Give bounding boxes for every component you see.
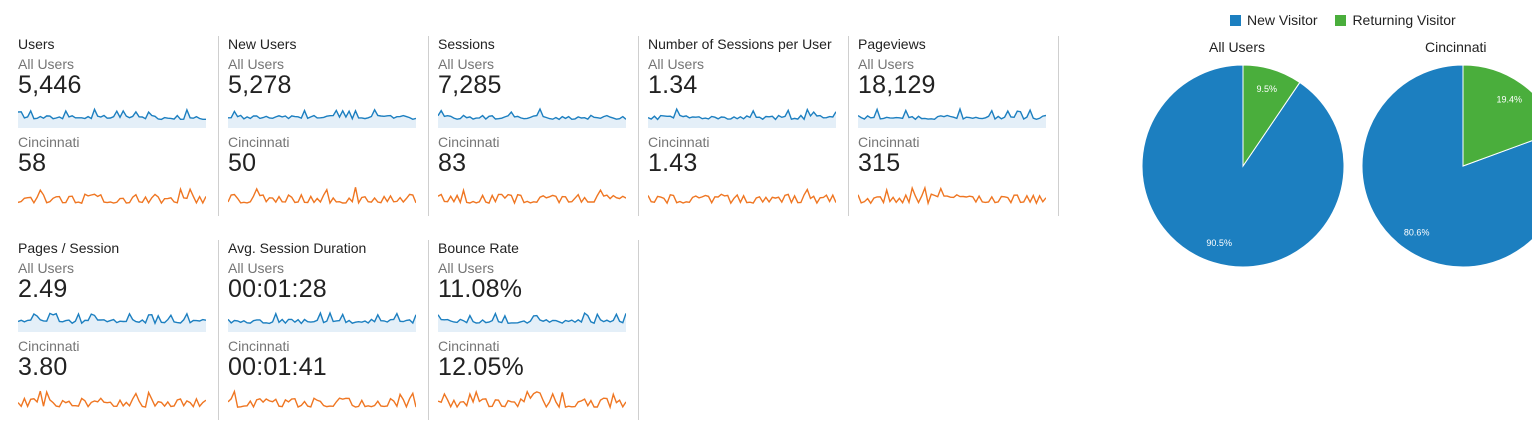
segment-label-all-users: All Users (228, 260, 285, 276)
metric-value-cincinnati: 83 (438, 149, 467, 177)
metric-value-cincinnati: 50 (228, 149, 257, 177)
metric-value-all-users: 00:01:28 (228, 275, 327, 303)
segment-label-all-users: All Users (18, 260, 75, 276)
segment-label-cincinnati: Cincinnati (858, 134, 920, 150)
metric-card-new-users[interactable]: New Users All Users 5,278 Cincinnati 50 (228, 36, 429, 216)
sparkline-all-users (438, 311, 626, 332)
metric-value-all-users: 2.49 (18, 275, 68, 303)
segment-label-all-users: All Users (438, 56, 495, 72)
pie-slice-label: 90.5% (1206, 238, 1232, 248)
sparkline-cincinnati (228, 187, 416, 205)
segment-label-all-users: All Users (858, 56, 915, 72)
metric-value-all-users: 11.08% (438, 275, 523, 303)
metric-value-cincinnati: 3.80 (18, 353, 68, 381)
metric-value-all-users: 5,278 (228, 71, 292, 99)
segment-label-all-users: All Users (228, 56, 285, 72)
metric-title: Sessions (438, 36, 495, 52)
metric-title: Bounce Rate (438, 240, 519, 256)
metric-value-cincinnati: 12.05% (438, 353, 524, 381)
pie-slice-label: 80.6% (1404, 227, 1430, 237)
sparkline-all-users (858, 106, 1046, 128)
segment-label-all-users: All Users (18, 56, 75, 72)
metric-card-pageviews[interactable]: Pageviews All Users 18,129 Cincinnati 31… (858, 36, 1059, 216)
metric-card-pages-per-session[interactable]: Pages / Session All Users 2.49 Cincinnat… (18, 240, 219, 420)
segment-label-cincinnati: Cincinnati (228, 338, 290, 354)
metric-value-cincinnati: 58 (18, 149, 47, 177)
metric-title: New Users (228, 36, 297, 52)
metric-value-all-users: 7,285 (438, 71, 502, 99)
sparkline-cincinnati (228, 389, 416, 409)
metric-value-all-users: 1.34 (648, 71, 698, 99)
pie-slice-label: 9.5% (1257, 84, 1278, 94)
segment-label-cincinnati: Cincinnati (438, 134, 500, 150)
segment-label-cincinnati: Cincinnati (18, 134, 80, 150)
legend-swatch-returning-visitor (1335, 15, 1347, 26)
sparkline-all-users (18, 107, 206, 128)
pie-title-cincinnati: Cincinnati (1425, 39, 1487, 55)
pie-slice-returning-visitor[interactable] (1242, 64, 1301, 168)
metric-card-sessions[interactable]: Sessions All Users 7,285 Cincinnati 83 (438, 36, 639, 216)
sparkline-all-users (18, 312, 206, 332)
sparkline-cincinnati (858, 185, 1046, 206)
pie-slice-returning-visitor[interactable] (1462, 64, 1532, 167)
sparkline-all-users (228, 108, 416, 128)
pie-slice-label: 19.4% (1497, 95, 1523, 105)
metric-value-all-users: 5,446 (18, 71, 82, 99)
legend-label: New Visitor (1247, 12, 1318, 28)
metric-card-users[interactable]: Users All Users 5,446 Cincinnati 58 (18, 36, 219, 216)
metric-title: Number of Sessions per User (648, 36, 832, 52)
segment-label-cincinnati: Cincinnati (648, 134, 710, 150)
legend-item-returning-visitor[interactable]: Returning Visitor (1335, 12, 1456, 28)
segment-label-all-users: All Users (438, 260, 495, 276)
sparkline-cincinnati (648, 187, 836, 205)
sparkline-all-users (438, 107, 626, 128)
legend-item-new-visitor[interactable]: New Visitor (1230, 12, 1318, 28)
metric-value-all-users: 18,129 (858, 71, 936, 99)
sparkline-cincinnati (18, 389, 206, 409)
pie-legend: New Visitor Returning Visitor (1230, 12, 1470, 28)
sparkline-all-users (648, 107, 836, 128)
metric-card-bounce-rate[interactable]: Bounce Rate All Users 11.08% Cincinnati … (438, 240, 639, 420)
metric-value-cincinnati: 1.43 (648, 149, 698, 177)
sparkline-all-users (228, 311, 416, 332)
pie-title-all-users: All Users (1209, 39, 1266, 55)
metric-title: Avg. Session Duration (228, 240, 367, 256)
pie-slice-new-visitor[interactable] (1361, 64, 1532, 268)
metric-title: Pages / Session (18, 240, 120, 256)
sparkline-cincinnati (438, 389, 626, 410)
metric-value-cincinnati: 00:01:41 (228, 353, 327, 381)
metric-value-cincinnati: 315 (858, 149, 901, 177)
sparkline-cincinnati (438, 187, 626, 205)
legend-swatch-new-visitor (1230, 15, 1241, 26)
metric-title: Pageviews (858, 36, 926, 52)
metric-card-avg-session-duration[interactable]: Avg. Session Duration All Users 00:01:28… (228, 240, 429, 420)
legend-label: Returning Visitor (1352, 12, 1456, 28)
metric-card-sessions-per-user[interactable]: Number of Sessions per User All Users 1.… (648, 36, 849, 216)
segment-label-cincinnati: Cincinnati (438, 338, 500, 354)
metric-title: Users (18, 36, 55, 52)
segment-label-all-users: All Users (648, 56, 705, 72)
segment-label-cincinnati: Cincinnati (228, 134, 290, 150)
sparkline-cincinnati (18, 186, 206, 205)
segment-label-cincinnati: Cincinnati (18, 338, 80, 354)
